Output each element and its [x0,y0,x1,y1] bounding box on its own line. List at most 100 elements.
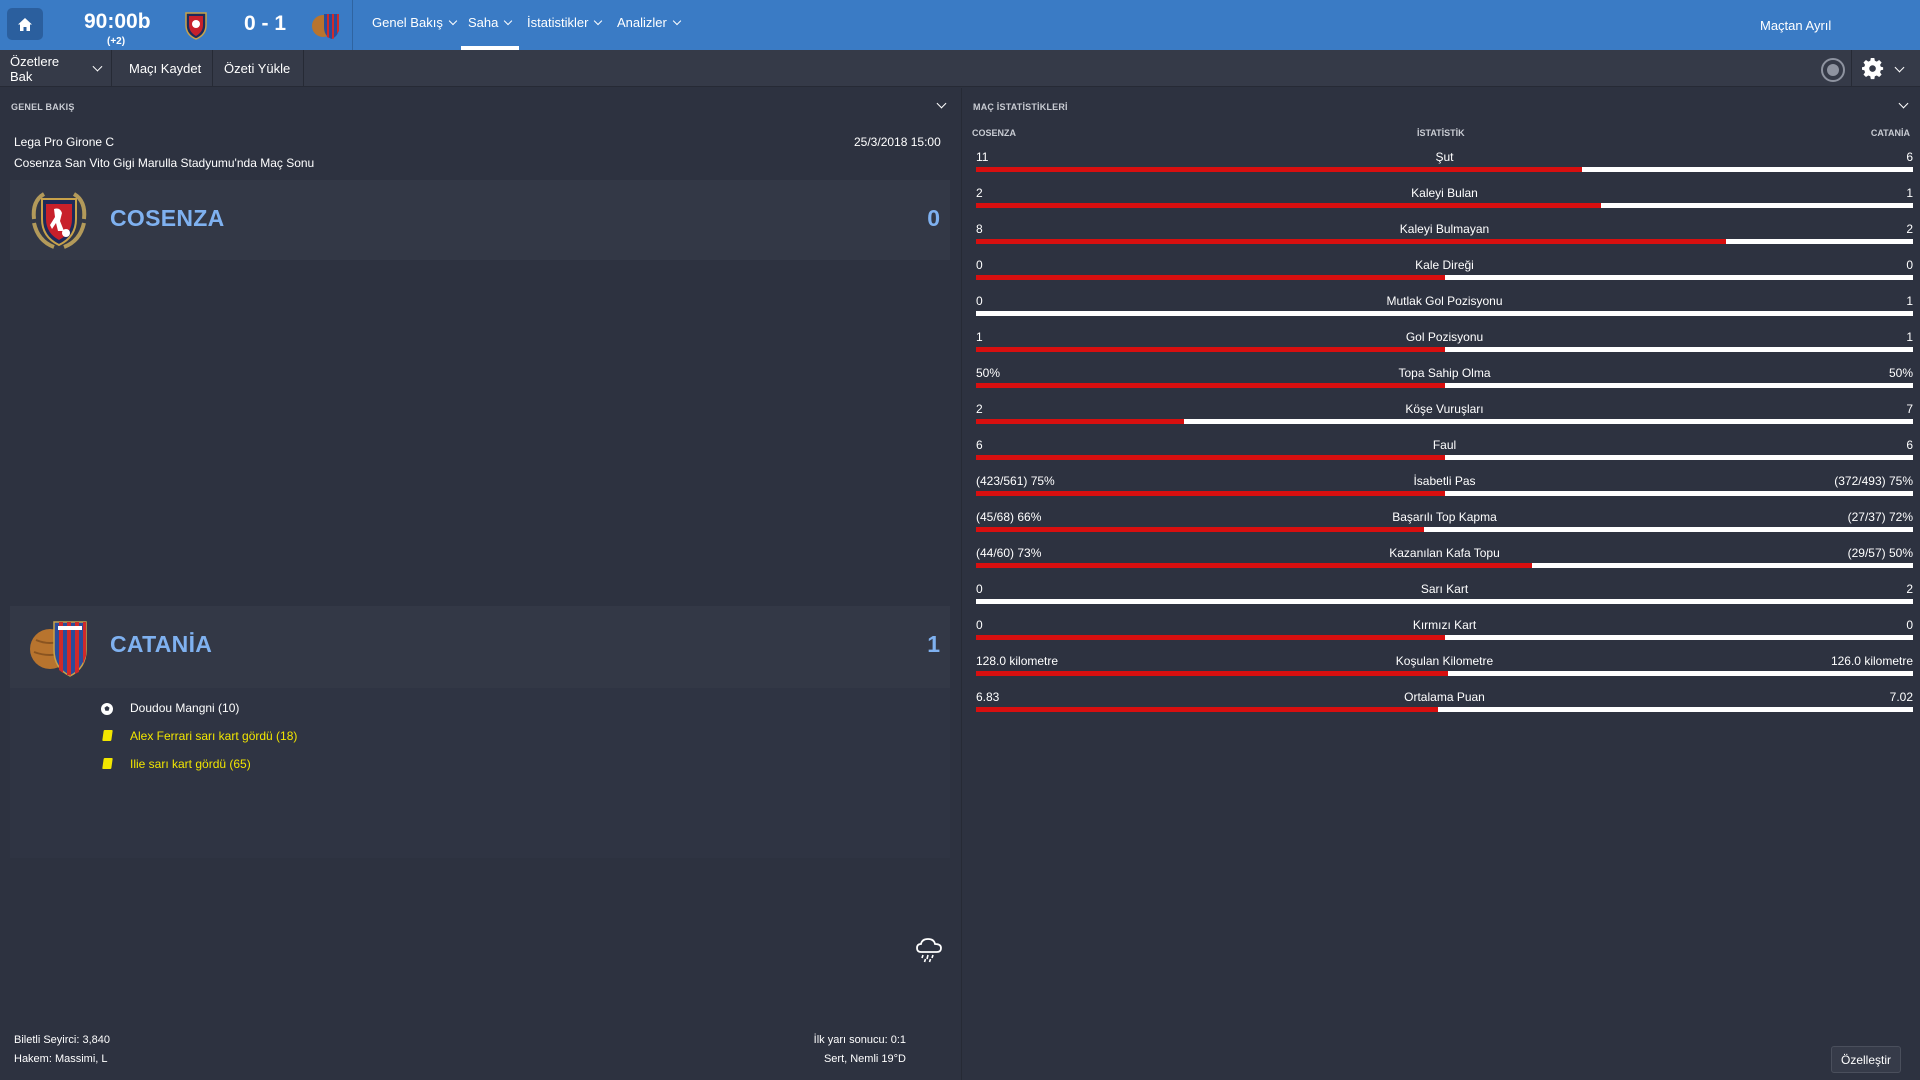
highlights-dropdown[interactable]: Özetlere Bak [0,50,112,87]
stat-row: 6.83 Ortalama Puan 7.02 [976,687,1913,723]
stat-comparison-bar [976,455,1913,460]
away-team-row: CATANİA 1 [10,606,950,688]
stat-home-value: 50% [976,366,1001,380]
stat-name: Kırmızı Kart [1412,618,1477,632]
nav-statistics[interactable]: İstatistikler [527,15,603,30]
football-icon [101,703,113,715]
stat-comparison-bar [976,563,1913,568]
stat-comparison-bar [976,239,1913,244]
top-bar: 90:00b (+2) 0 - 1 Genel Bakış Saha İstat… [0,0,1920,50]
stat-away-value: 6 [1906,438,1913,452]
stat-comparison-bar [976,383,1913,388]
match-datetime: 25/3/2018 15:00 [854,135,941,149]
stat-row: 0 Mutlak Gol Pozisyonu 1 [976,291,1913,327]
nav-analysis[interactable]: Analizler [617,15,682,30]
overview-panel: GENEL BAKIŞ Lega Pro Girone C Cosenza Sa… [0,88,960,1080]
nav-analysis-label: Analizler [617,15,667,30]
toolbar-divider [1851,50,1852,87]
sub-toolbar: Özetlere Bak Maçı Kaydet Özeti Yükle [0,50,1920,87]
yellow-card-icon [102,730,113,741]
stat-name: Başarılı Top Kapma [1392,510,1497,524]
stat-home-bar-fill [976,491,1445,496]
nav-pitch[interactable]: Saha [468,15,513,30]
stat-away-value: (29/57) 50% [1847,546,1913,560]
stat-row: (44/60) 73% Kazanılan Kafa Topu (29/57) 50… [976,543,1913,579]
catania-crest-icon [312,14,339,39]
stat-home-bar-fill [976,167,1583,172]
nav-overview[interactable]: Genel Bakış [372,15,458,30]
chevron-down-icon [594,16,603,25]
stat-name: Gol Pozisyonu [1405,330,1484,344]
home-button[interactable] [7,8,43,40]
stat-row: (45/68) 66% Başarılı Top Kapma (27/37) 72% [976,507,1913,543]
stat-name: Kazanılan Kafa Topu [1389,546,1500,560]
record-icon[interactable] [1821,58,1845,82]
stat-comparison-bar [976,635,1913,640]
stat-row: 128.0 kilometre Koşulan Kilometre 126.0 ki… [976,651,1913,687]
halftime-result: İlk yarı sonucu: 0:1 [813,1034,906,1046]
home-icon [18,17,32,31]
overview-title: GENEL BAKIŞ [11,102,75,112]
stat-away-value: 7 [1906,402,1913,416]
stat-home-value: 2 [976,186,983,200]
collapse-chevron-icon[interactable] [1898,98,1909,109]
active-tab-indicator [461,46,519,50]
stat-name: Kale Direği [1415,258,1474,272]
stat-comparison-bar [976,491,1913,496]
stat-away-value: 0 [1906,258,1913,272]
stat-away-value: 1 [1906,330,1913,344]
leave-match-button[interactable]: Maçtan Ayrıl [1760,18,1832,33]
stat-home-bar-fill [976,203,1601,208]
stat-name: Kaleyi Bulmayan [1399,222,1490,236]
save-match-button[interactable]: Maçı Kaydet [118,50,213,87]
stat-home-bar-fill [976,671,1449,676]
stat-home-bar-fill [976,707,1438,712]
match-clock: 90:00b [84,10,151,33]
stat-home-bar-fill [976,347,1445,352]
weather-text: Sert, Nemli 19°D [823,1053,906,1065]
stat-away-value: 2 [1906,222,1913,236]
competition-name: Lega Pro Girone C [14,135,115,149]
stat-comparison-bar [976,599,1913,604]
yellow-card-icon [102,758,113,769]
stat-home-value: 0 [976,258,983,272]
collapse-chevron-icon[interactable] [936,98,947,109]
stat-name: Kaleyi Bulan [1411,186,1478,200]
stat-home-bar-fill [976,239,1726,244]
stat-name: Topa Sahip Olma [1398,366,1491,380]
home-team-row: COSENZA 0 [10,180,950,260]
stat-home-bar-fill [976,455,1445,460]
stat-away-value: 7.02 [1889,690,1913,704]
referee: Hakem: Massimi, L [14,1053,108,1065]
stat-row: 1 Gol Pozisyonu 1 [976,327,1913,363]
event-yellow-card: Alex Ferrari sarı kart gördü (18) [130,729,298,743]
stat-home-value: 128.0 kilometre [976,654,1059,668]
stat-home-value: 0 [976,582,983,596]
load-highlights-button[interactable]: Özeti Yükle [213,50,304,87]
stat-comparison-bar [976,527,1913,532]
gear-icon[interactable] [1862,58,1884,80]
stat-row: 50% Topa Sahip Olma 50% [976,363,1913,399]
stat-away-value: (372/493) 75% [1834,474,1913,488]
cosenza-crest-icon [185,12,207,40]
stat-row: 0 Kırmızı Kart 0 [976,615,1913,651]
nav-statistics-label: İstatistikler [527,15,589,30]
chevron-down-icon [672,16,682,25]
stat-name: Şut [1435,150,1454,164]
stat-comparison-bar [976,347,1913,352]
nav-pitch-label: Saha [468,15,499,30]
stat-away-value: 126.0 kilometre [1830,654,1913,668]
stat-row: 6 Faul 6 [976,435,1913,471]
stat-away-value: 1 [1906,294,1913,308]
stat-comparison-bar [976,311,1913,316]
stat-comparison-bar [976,671,1913,676]
stat-name: Ortalama Puan [1404,690,1485,704]
stat-home-value: 6.83 [976,690,1000,704]
stat-name: Faul [1432,438,1457,452]
stat-row: 0 Sarı Kart 2 [976,579,1913,615]
stat-name: İsabetli Pas [1413,474,1476,488]
stat-home-value: (45/68) 66% [976,510,1042,524]
stat-home-value: 8 [976,222,983,236]
customize-button[interactable]: Özelleştir [1831,1046,1901,1073]
event-goal: Doudou Mangni (10) [130,701,240,715]
